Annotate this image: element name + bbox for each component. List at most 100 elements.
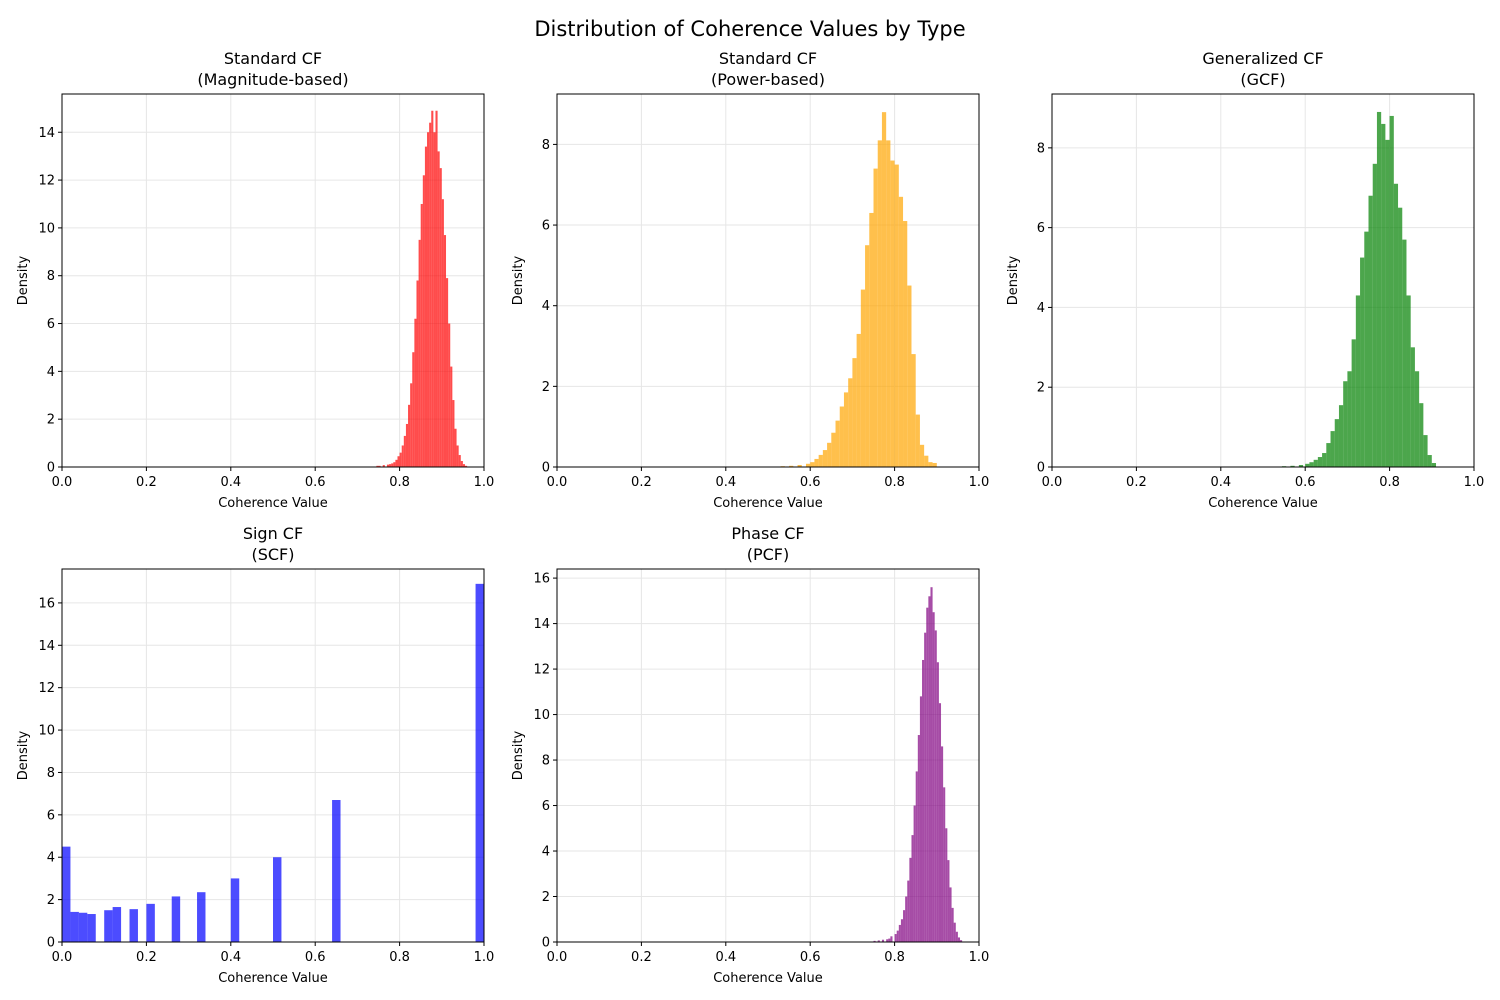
chart-panel-5: 0.0 0.2 0.4 0.6 0.8 1.0 0 2 4 6 8 10 12 14 16 Coherence… bbox=[511, 524, 989, 986]
histogram-bar bbox=[146, 903, 155, 942]
chart-panel-3: 0.0 0.2 0.4 0.6 0.8 1.0 0 2 4 6 8 Coherence Value De… bbox=[1006, 49, 1484, 511]
histogram-bar bbox=[911, 354, 916, 467]
histogram-bar bbox=[797, 464, 802, 467]
histogram-bar bbox=[129, 909, 138, 942]
histogram-bar bbox=[951, 907, 954, 942]
y-tick-label: 6 bbox=[1037, 221, 1045, 236]
histogram-bar bbox=[877, 940, 880, 942]
chart-title-line1: Standard CF bbox=[719, 49, 817, 68]
histogram-bar bbox=[397, 456, 400, 467]
histogram-bar bbox=[1322, 453, 1327, 467]
histogram-bar bbox=[915, 414, 920, 467]
y-tick-label: 12 bbox=[38, 681, 55, 696]
histogram-bar bbox=[932, 462, 937, 467]
histogram-bar bbox=[376, 465, 379, 467]
histogram-bar bbox=[420, 203, 423, 467]
histogram-bar bbox=[905, 896, 908, 942]
y-tick-label: 14 bbox=[38, 639, 55, 654]
histogram-bar bbox=[900, 919, 904, 942]
axes-frame bbox=[61, 568, 485, 943]
y-axis-label: Density bbox=[1006, 255, 1021, 305]
x-tick-label: 1.0 bbox=[474, 950, 495, 965]
x-tick-label: 1.0 bbox=[474, 475, 495, 490]
histogram-bar bbox=[112, 907, 122, 942]
x-tick-label: 0.0 bbox=[52, 950, 73, 965]
histogram-bar bbox=[873, 168, 878, 467]
y-tick-label: 8 bbox=[542, 754, 550, 769]
x-tick-label: 0.0 bbox=[52, 475, 73, 490]
y-tick-label: 4 bbox=[542, 299, 550, 314]
y-tick-label: 6 bbox=[542, 799, 550, 814]
x-axis-label: Coherence Value bbox=[713, 971, 823, 986]
histogram-bar bbox=[888, 938, 891, 942]
chart-title-line2: (Power-based) bbox=[711, 70, 825, 89]
x-tick-label: 0.4 bbox=[715, 950, 736, 965]
histogram-bar bbox=[852, 358, 857, 467]
y-tick-label: 4 bbox=[1037, 301, 1045, 316]
x-tick-label: 1.0 bbox=[969, 950, 990, 965]
histogram-bar bbox=[886, 140, 891, 467]
histogram-bar bbox=[465, 465, 468, 467]
histogram-bar bbox=[822, 450, 828, 467]
x-tick-label: 0.2 bbox=[631, 475, 652, 490]
histogram-bar bbox=[454, 428, 457, 467]
histogram-bar bbox=[1368, 195, 1373, 467]
y-tick-label: 6 bbox=[542, 219, 550, 234]
histogram-bar bbox=[913, 805, 916, 942]
histogram-bar bbox=[835, 420, 840, 467]
histogram-bar bbox=[401, 445, 404, 467]
histogram-bar bbox=[1410, 347, 1415, 467]
histogram-bar bbox=[386, 464, 390, 467]
x-axis-label: Coherence Value bbox=[218, 496, 328, 511]
histogram-bar bbox=[460, 461, 463, 467]
x-tick-label: 0.0 bbox=[1042, 475, 1063, 490]
histogram-bar bbox=[171, 896, 181, 942]
histogram-bar bbox=[403, 435, 406, 467]
histogram-bar bbox=[856, 333, 861, 467]
histogram-bar bbox=[462, 464, 466, 467]
y-axis-label: Density bbox=[511, 730, 526, 780]
histogram-bar bbox=[805, 463, 811, 467]
chart-title-line2: (SCF) bbox=[251, 545, 294, 564]
histogram-bar bbox=[439, 168, 442, 467]
x-tick-label: 1.0 bbox=[1464, 475, 1485, 490]
histogram-bar bbox=[1381, 123, 1386, 467]
axes-frame bbox=[556, 568, 980, 943]
histogram-bar bbox=[446, 278, 449, 467]
histogram-bar bbox=[230, 878, 240, 942]
histogram-bar bbox=[930, 587, 933, 942]
histogram-bar bbox=[915, 771, 918, 942]
histogram-bar bbox=[389, 464, 392, 467]
histogram-bar bbox=[197, 892, 206, 942]
histogram-bar bbox=[873, 940, 876, 942]
histogram-bar bbox=[1343, 381, 1348, 467]
chart-title-line1: Generalized CF bbox=[1202, 49, 1323, 68]
histogram-bar bbox=[881, 112, 887, 468]
histogram-bar bbox=[104, 910, 113, 942]
y-tick-label: 0 bbox=[1037, 461, 1045, 476]
y-tick-label: 4 bbox=[542, 845, 550, 860]
axes-frame bbox=[61, 93, 485, 468]
y-tick-label: 8 bbox=[47, 766, 55, 781]
histogram-bar bbox=[1372, 163, 1377, 467]
histogram-bar bbox=[1334, 419, 1339, 467]
histogram-bar bbox=[928, 462, 933, 467]
x-tick-label: 0.8 bbox=[389, 950, 410, 965]
histogram-bar bbox=[405, 423, 409, 467]
histogram-bar bbox=[1360, 257, 1365, 467]
x-tick-label: 0.6 bbox=[1295, 475, 1316, 490]
y-tick-label: 2 bbox=[47, 893, 55, 908]
histogram-bar bbox=[903, 910, 906, 942]
histogram-bar bbox=[450, 366, 453, 467]
histogram-bar bbox=[393, 462, 396, 467]
y-tick-label: 2 bbox=[542, 380, 550, 395]
histogram-bar bbox=[1419, 403, 1424, 467]
histogram-bar bbox=[827, 442, 832, 467]
histogram-bar bbox=[427, 132, 430, 467]
histogram-bar bbox=[433, 132, 436, 467]
histogram-bar bbox=[1431, 463, 1437, 467]
x-tick-label: 0.2 bbox=[1126, 475, 1147, 490]
x-tick-label: 0.4 bbox=[715, 475, 736, 490]
x-tick-label: 0.0 bbox=[547, 950, 568, 965]
